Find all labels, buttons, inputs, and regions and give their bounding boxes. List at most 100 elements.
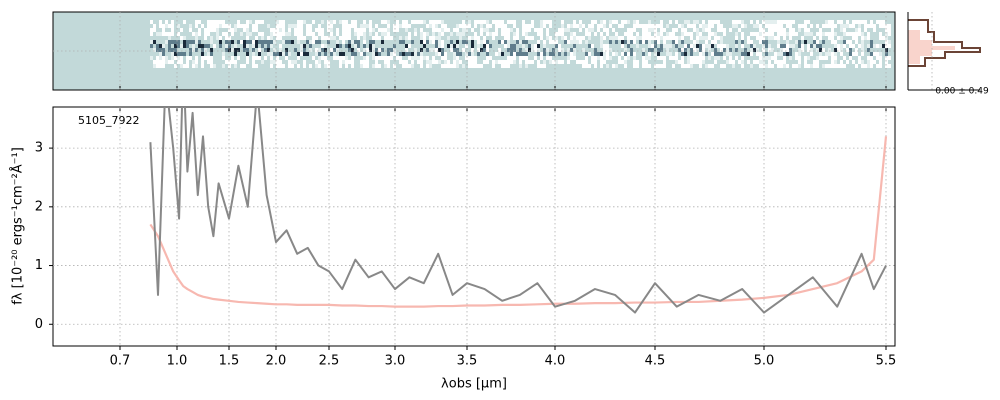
spectrum-pixel	[822, 24, 825, 28]
spectrum-pixel	[201, 24, 204, 28]
spectrum-pixel	[252, 64, 255, 68]
spectrum-pixel	[501, 28, 504, 32]
spectrum-pixel	[672, 40, 675, 44]
spectrum-pixel	[459, 32, 462, 36]
spectrum-pixel	[531, 44, 534, 48]
spectrum-pixel	[345, 56, 348, 60]
spectrum-pixel	[681, 24, 684, 28]
spectrum-pixel	[714, 40, 717, 44]
spectrum-pixel	[714, 56, 717, 60]
spectrum-pixel	[876, 44, 879, 48]
spectrum-pixel	[642, 36, 645, 40]
spectrum-pixel	[174, 40, 177, 44]
spectrum-pixel	[360, 64, 363, 68]
spectrum-pixel	[171, 28, 174, 32]
x-tick-label: 4.5	[645, 354, 666, 369]
spectrum-pixel	[792, 32, 795, 36]
spectrum-pixel	[276, 32, 279, 36]
spectrum-pixel	[588, 44, 591, 48]
spectrum-pixel	[801, 36, 804, 40]
spectrum-pixel	[213, 20, 216, 24]
spectrum-pixel	[561, 60, 564, 64]
spectrum-pixel	[456, 48, 459, 52]
spectrum-pixel	[501, 24, 504, 28]
spectrum-pixel	[285, 40, 288, 44]
spectrum-pixel	[447, 64, 450, 68]
spectrum-pixel	[834, 48, 837, 52]
spectrum-pixel	[303, 44, 306, 48]
spectrum-pixel	[600, 32, 603, 36]
spectrum-pixel	[627, 20, 630, 24]
spectrum-pixel	[405, 36, 408, 40]
spectrum-pixel	[591, 24, 594, 28]
spectrum-pixel	[729, 52, 732, 56]
spectrum-pixel	[465, 44, 468, 48]
spectrum-pixel	[180, 36, 183, 40]
spectrum-pixel	[387, 32, 390, 36]
spectrum-pixel	[708, 56, 711, 60]
spectrum-pixel	[423, 56, 426, 60]
spectrum-pixel	[759, 40, 762, 44]
spectrum-pixel	[180, 56, 183, 60]
spectrum-pixel	[384, 64, 387, 68]
spectrum-pixel	[513, 32, 516, 36]
spectrum-pixel	[330, 28, 333, 32]
spectrum-pixel	[765, 64, 768, 68]
spectrum-pixel	[522, 56, 525, 60]
spectrum-pixel	[456, 40, 459, 44]
spectrum-pixel	[807, 28, 810, 32]
spectrum-pixel	[213, 24, 216, 28]
spectrum-pixel	[741, 20, 744, 24]
spectrum-pixel	[552, 40, 555, 44]
spectrum-pixel	[855, 64, 858, 68]
spectrum-pixel	[180, 60, 183, 64]
spectrum-pixel	[819, 36, 822, 40]
spectrum-pixel	[570, 56, 573, 60]
spectrum-pixel	[294, 24, 297, 28]
spectrum-pixel	[687, 20, 690, 24]
spectrum-pixel	[381, 40, 384, 44]
spectrum-pixel	[222, 52, 225, 56]
spectrum-pixel	[777, 24, 780, 28]
spectrum-pixel	[171, 48, 174, 52]
spectrum-pixel	[501, 64, 504, 68]
spectrum-pixel	[624, 40, 627, 44]
spectrum-pixel	[168, 32, 171, 36]
spectrum-pixel	[582, 48, 585, 52]
spectrum-pixel	[861, 48, 864, 52]
spectrum-pixel	[324, 60, 327, 64]
spectrum-pixel	[780, 24, 783, 28]
spectrum-pixel	[606, 64, 609, 68]
spectrum-pixel	[432, 60, 435, 64]
spectrum-pixel	[342, 32, 345, 36]
spectrum-pixel	[834, 44, 837, 48]
spectrum-pixel	[246, 56, 249, 60]
spectrum-pixel	[429, 40, 432, 44]
spectrum-pixel	[303, 60, 306, 64]
spectrum-pixel	[159, 24, 162, 28]
spectrum-pixel	[417, 56, 420, 60]
spectrum-pixel	[543, 24, 546, 28]
spectrum-pixel	[543, 44, 546, 48]
spectrum-pixel	[279, 52, 282, 56]
spectrum-pixel	[843, 56, 846, 60]
spectrum-pixel	[258, 40, 261, 44]
spectrum-pixel	[885, 44, 888, 48]
spectrum-pixel	[348, 44, 351, 48]
spectrum-pixel	[660, 48, 663, 52]
spectrum-pixel	[831, 64, 834, 68]
spectrum-pixel	[642, 40, 645, 44]
spectrum-pixel	[798, 60, 801, 64]
spectrum-pixel	[207, 28, 210, 32]
spectrum-pixel	[156, 44, 159, 48]
spectrum-pixel	[252, 44, 255, 48]
spectrum-pixel	[807, 20, 810, 24]
spectrum-pixel	[888, 44, 891, 48]
spectrum-pixel	[339, 36, 342, 40]
spectrum-pixel	[573, 48, 576, 52]
spectrum-pixel	[432, 56, 435, 60]
spectrum-pixel	[864, 20, 867, 24]
spectrum-pixel	[876, 64, 879, 68]
spectrum-pixel	[699, 32, 702, 36]
spectrum-pixel	[369, 32, 372, 36]
